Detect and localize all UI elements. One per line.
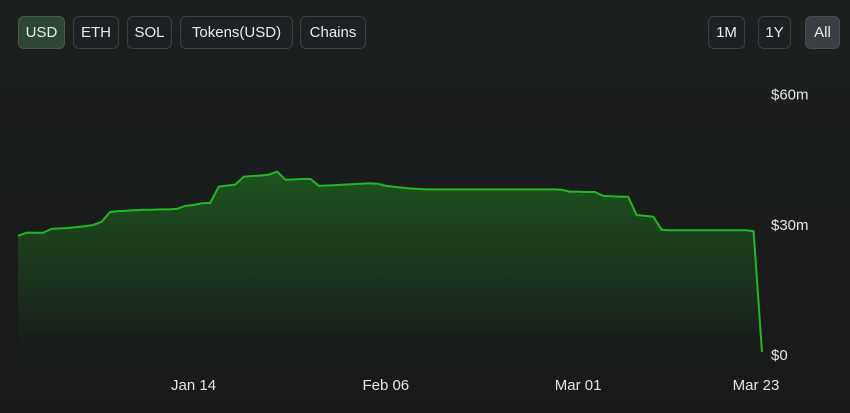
x-tick-label: Mar 01 [555, 377, 602, 394]
x-tick-label: Feb 06 [362, 377, 409, 394]
area [18, 171, 762, 356]
toggle-button[interactable]: Chains [300, 16, 366, 49]
toggle-button[interactable]: ETH [73, 16, 119, 49]
x-tick-label: Jan 14 [171, 377, 216, 394]
y-tick-label: $30m [771, 217, 809, 234]
x-tick-label: Mar 23 [733, 377, 780, 394]
period-button[interactable]: 1M [708, 16, 745, 49]
toggle-button[interactable]: SOL [127, 16, 172, 49]
toggle-button[interactable]: USD [18, 16, 65, 49]
period-button[interactable]: 1Y [758, 16, 791, 49]
y-tick-label: $60m [771, 87, 809, 104]
period-button[interactable]: All [805, 16, 840, 49]
toggle-button[interactable]: Tokens(USD) [180, 16, 293, 49]
y-tick-label: $0 [771, 347, 788, 364]
line [17, 170, 763, 353]
